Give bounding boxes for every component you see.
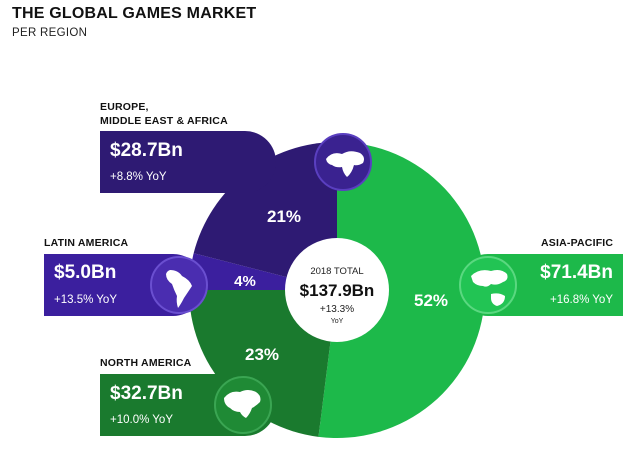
slice-label-north-america: 23% [245,345,279,364]
center-total-value: $137.9Bn [300,281,375,300]
region-box-asia-pacific: $71.4Bn +16.8% YoY [457,254,623,316]
center-total-circle [285,238,389,342]
region-name-emea: EUROPE, MIDDLE EAST & AFRICA [100,100,228,128]
slice-label-asia-pacific: 52% [414,291,448,310]
region-name-emea-line1: EUROPE, [100,101,149,113]
chart-title: THE GLOBAL GAMES MARKET [12,5,257,22]
asia-pacific-map-icon [459,256,517,314]
pie-slice-asia-pacific [318,142,485,438]
region-value-emea: $28.7Bn [110,140,183,161]
center-total-label: 2018 TOTAL [310,266,363,277]
slice-label-latam: 4% [234,273,256,290]
region-value-asia-pacific: $71.4Bn [540,262,613,283]
slice-percent-labels: 52% 21% 4% 23% [234,207,448,364]
region-growth-emea: +8.8% YoY [110,171,167,183]
region-name-emea-line2: MIDDLE EAST & AFRICA [100,115,228,127]
region-growth-north-america: +10.0% YoY [110,414,173,426]
center-total-yoy: YoY [331,318,344,325]
region-growth-latam: +13.5% YoY [54,294,117,306]
region-name-latam: LATIN AMERICA [44,237,129,249]
center-total: 2018 TOTAL $137.9Bn +13.3% YoY [300,266,375,325]
region-name-asia-pacific: ASIA-PACIFIC [541,237,614,249]
pie-slice-north-america [189,290,337,437]
region-value-latam: $5.0Bn [54,262,117,283]
region-value-north-america: $32.7Bn [110,383,183,404]
chart-subtitle: PER REGION [12,27,88,39]
north-america-map-icon [214,376,272,434]
region-name-north-america: NORTH AMERICA [100,357,192,369]
south-america-map-icon [150,256,208,314]
europe-africa-map-icon [314,133,372,191]
region-box-emea: $28.7Bn +8.8% YoY [100,131,372,193]
region-box-latam: $5.0Bn +13.5% YoY [44,254,208,316]
center-total-growth: +13.3% [320,304,354,315]
region-box-north-america: $32.7Bn +10.0% YoY [100,374,276,436]
region-growth-asia-pacific: +16.8% YoY [550,294,613,306]
slice-label-emea: 21% [267,207,301,226]
